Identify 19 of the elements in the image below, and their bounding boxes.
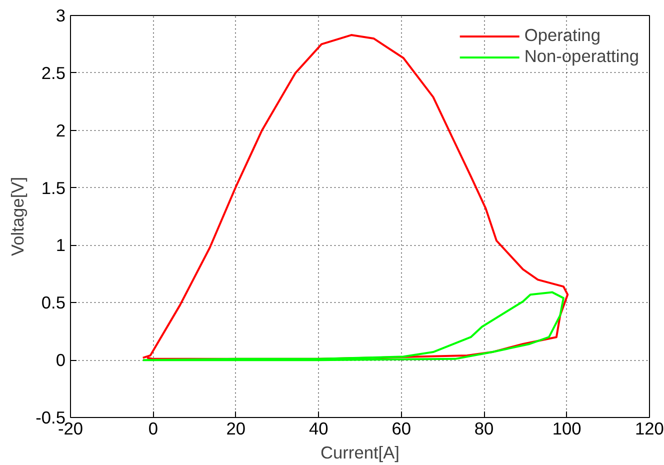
y-tick-label: 1	[56, 235, 66, 256]
x-tick-label: 120	[635, 418, 664, 438]
y-axis-title: Voltage[V]	[8, 176, 28, 256]
x-tick-label: 0	[148, 418, 158, 438]
line-series	[142, 291, 564, 362]
y-tick-label: 2	[56, 120, 66, 140]
x-axis-title: Current[A]	[320, 442, 400, 462]
legend-label: Non-operatting	[524, 46, 639, 67]
x-tick-label: 80	[474, 418, 494, 438]
legend-label: Operating	[524, 25, 600, 46]
x-tick-label: 40	[309, 418, 328, 438]
y-tick-label: 0	[56, 350, 66, 370]
x-tick-label: 100	[552, 418, 582, 438]
x-tick-label: 60	[392, 418, 411, 438]
x-tick-label: 20	[226, 418, 246, 438]
y-tick-label: 0.5	[41, 292, 66, 313]
y-tick-label: 2.5	[41, 62, 66, 83]
y-tick-label: 1.5	[41, 178, 66, 198]
y-tick-label: 3	[56, 6, 66, 26]
